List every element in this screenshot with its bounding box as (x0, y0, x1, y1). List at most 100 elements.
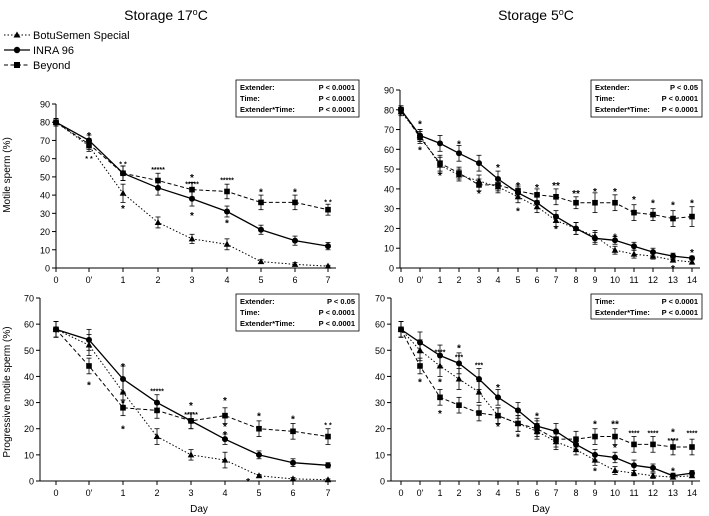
y-tick-label: 0 (45, 264, 50, 274)
stats-box: Extender: P < 0.05 Time: P < 0.0001 Exte… (590, 79, 703, 118)
y-tick-label: 70 (384, 125, 394, 135)
significance-mark: * (457, 139, 461, 150)
data-point-circle (456, 150, 462, 157)
data-point-square (325, 206, 331, 213)
x-tick-label: 0' (86, 488, 93, 498)
significance-mark: * (535, 183, 539, 194)
y-tick-label: 50 (384, 165, 394, 175)
x-tick-label: 3 (189, 275, 194, 285)
significance-mark: * (293, 187, 297, 198)
x-tick-label: 7 (325, 275, 330, 285)
x-tick-label: 8 (573, 488, 578, 498)
data-point-circle (437, 140, 443, 147)
significance-mark: * (121, 204, 125, 215)
stats-value: P < 0.0001 (319, 105, 355, 114)
x-tick-label: 13 (668, 488, 678, 498)
data-point-triangle (630, 469, 638, 476)
y-tick-label: 40 (384, 184, 394, 194)
y-tick-label: 0 (380, 477, 385, 487)
data-point-square (224, 188, 230, 195)
data-point-square (417, 134, 423, 141)
data-point-square (456, 170, 462, 176)
significance-mark: * (189, 401, 193, 412)
data-point-square (456, 402, 462, 408)
significance-mark: * (246, 477, 250, 488)
significance-mark: * (438, 378, 442, 389)
data-point-triangle (223, 240, 231, 247)
data-point-square (495, 182, 501, 188)
data-point-square (553, 194, 559, 200)
data-point-triangle (153, 433, 161, 440)
significance-mark: ***** (185, 181, 199, 188)
stats-value: P < 0.0001 (662, 105, 698, 114)
stats-label: Extender*Time: (595, 308, 650, 317)
data-point-square (650, 441, 656, 448)
significance-mark: * (418, 378, 422, 389)
x-tick-label: 9 (592, 275, 597, 285)
data-point-circle (631, 462, 637, 469)
stats-value: P < 0.0001 (319, 319, 355, 328)
significance-mark: ***** (150, 389, 164, 396)
legend-label-beyond: Beyond (33, 60, 70, 72)
data-point-circle (86, 336, 92, 343)
stats-label: Extender*Time: (240, 319, 295, 328)
significance-mark: * (671, 201, 675, 212)
series-line-circle (55, 328, 329, 466)
data-point-triangle (649, 472, 657, 479)
significance-mark: * (671, 427, 675, 438)
y-tick-label: 70 (40, 136, 50, 146)
x-tick-label: 0' (417, 275, 424, 285)
significance-mark: ** (552, 181, 560, 192)
series-line-triangle (400, 111, 693, 263)
significance-mark: * (554, 224, 558, 235)
panel-title-right: Storage 5oC (498, 7, 574, 23)
y-tick-label: 10 (384, 244, 394, 254)
data-point-circle (224, 208, 230, 215)
x-tick-label: 4 (495, 488, 500, 498)
x-tick-label: 7 (553, 275, 558, 285)
data-point-square (515, 188, 521, 194)
significance-mark: * (438, 409, 442, 420)
data-point-circle (592, 451, 598, 458)
x-tick-label: 3 (476, 488, 481, 498)
significance-mark: * (516, 433, 520, 444)
data-point-square (476, 182, 482, 188)
data-point-square (612, 199, 618, 206)
data-point-square (188, 418, 194, 424)
x-axis-label: Day (190, 504, 208, 515)
significance-mark: * (418, 145, 422, 156)
data-point-circle (258, 226, 264, 233)
stats-value: P < 0.0001 (319, 308, 355, 317)
significance-mark: * (690, 199, 694, 210)
data-point-circle (534, 199, 540, 206)
data-point-circle (325, 243, 331, 250)
significance-mark: * (418, 120, 422, 131)
stats-value: P < 0.0001 (662, 297, 698, 306)
y-tick-label: 20 (40, 227, 50, 237)
x-tick-label: 4 (222, 488, 227, 498)
data-point-circle (256, 451, 262, 458)
series-line-circle (400, 109, 693, 259)
stats-label: Extender*Time: (240, 105, 295, 114)
x-tick-label: 12 (648, 488, 658, 498)
x-tick-label: 10 (610, 488, 620, 498)
data-point-circle (650, 464, 656, 471)
y-tick-label: 90 (384, 86, 394, 96)
significance-mark: **** (668, 438, 679, 445)
data-point-circle (495, 394, 501, 401)
significance-mark: * (190, 211, 194, 222)
stats-label: Extender: (240, 297, 275, 306)
stats-label: Time: (240, 94, 260, 103)
significance-mark: * (121, 399, 125, 410)
data-point-square (515, 420, 521, 427)
x-tick-label: 0' (86, 275, 93, 285)
x-tick-label: 5 (258, 275, 263, 285)
data-point-circle (631, 243, 637, 250)
data-point-square (398, 106, 404, 113)
data-point-square (53, 326, 59, 333)
significance-mark: * * (85, 156, 93, 163)
y-tick-label: 80 (384, 105, 394, 115)
significance-mark: * (671, 467, 675, 478)
significance-mark: * (87, 131, 91, 142)
